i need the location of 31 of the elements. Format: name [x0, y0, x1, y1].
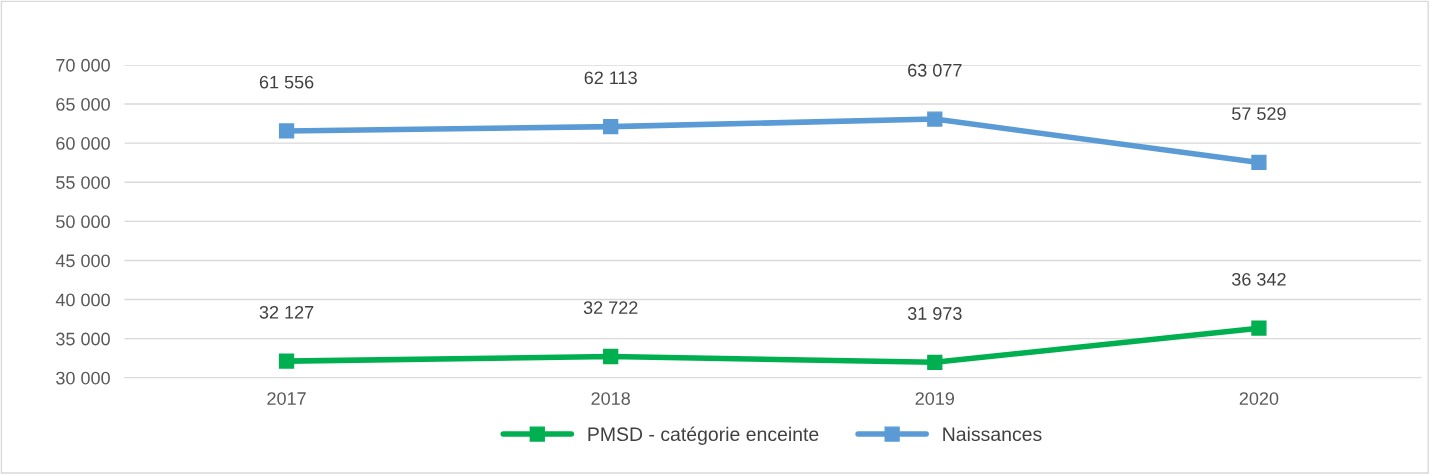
- legend-label: Naissances: [943, 426, 1042, 442]
- y-tick-label: 65 000: [56, 97, 110, 111]
- x-tick-label: 2018: [591, 392, 630, 405]
- legend-label: PMSD - catégorie enceinte: [588, 426, 819, 445]
- data-label: 36 342: [1232, 272, 1286, 286]
- y-tick-label: 70 000: [56, 58, 110, 72]
- point: [927, 111, 943, 127]
- point: [1251, 154, 1267, 171]
- data-label: 32 127: [259, 305, 314, 319]
- y-tick-label: 40 000: [55, 293, 110, 307]
- data-label: 62 113: [584, 71, 637, 85]
- point: [603, 348, 619, 365]
- x-tick-label: 2017: [267, 392, 306, 405]
- y-tick-label: 55 000: [56, 176, 110, 189]
- y-tick-label: 30 000: [56, 371, 110, 385]
- data-label: 31 973: [907, 307, 962, 320]
- y-tick-label: 60 000: [56, 137, 110, 150]
- x-tick-label: 2020: [1239, 392, 1279, 405]
- y-tick-label: 35 000: [56, 332, 110, 346]
- x-tick-label: 2019: [915, 392, 955, 405]
- data-label: 63 077: [908, 63, 962, 77]
- data-label: 61 556: [259, 75, 314, 89]
- point: [278, 353, 295, 369]
- point: [278, 123, 295, 139]
- data-label: 57 529: [1232, 107, 1286, 121]
- point: [603, 118, 619, 135]
- data-label: 32 722: [583, 301, 638, 315]
- y-tick-label: 50 000: [56, 215, 110, 229]
- point: [927, 354, 943, 370]
- y-tick-label: 45 000: [55, 254, 110, 268]
- point: [1251, 320, 1267, 336]
